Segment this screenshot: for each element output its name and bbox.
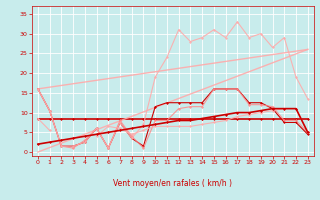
X-axis label: Vent moyen/en rafales ( km/h ): Vent moyen/en rafales ( km/h )	[113, 179, 232, 188]
